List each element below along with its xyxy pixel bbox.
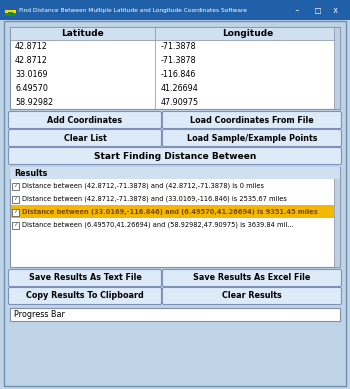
Text: 6.49570: 6.49570 [15,84,48,93]
Text: Clear List: Clear List [64,133,106,142]
Text: -71.3878: -71.3878 [160,56,196,65]
FancyBboxPatch shape [8,287,161,305]
Bar [10,167,340,179]
Text: Clear Results: Clear Results [222,291,282,300]
Text: Results: Results [14,168,47,177]
Bar [12,182,19,189]
Text: ✓: ✓ [13,223,18,228]
Text: 42.8712: 42.8712 [15,42,48,51]
FancyBboxPatch shape [8,130,161,147]
Bar [5,10,16,16]
Text: Distance between (6.49570,41.26694) and (58.92982,47.90975) is 3639.84 mil...: Distance between (6.49570,41.26694) and … [22,221,294,228]
Text: □: □ [312,5,324,14]
Bar [8,10,13,15]
Bar [12,221,19,228]
Text: Save Results As Excel File: Save Results As Excel File [193,273,311,282]
Text: Add Coordinates: Add Coordinates [47,116,122,124]
Text: Progress Bar: Progress Bar [14,310,65,319]
Text: 47.90975: 47.90975 [160,98,198,107]
Text: Load Sample/Example Points: Load Sample/Example Points [187,133,317,142]
FancyBboxPatch shape [162,130,342,147]
Text: ✓: ✓ [13,184,18,189]
Text: -71.3878: -71.3878 [160,42,196,51]
Bar [334,27,340,109]
FancyBboxPatch shape [162,112,342,128]
Bar [12,209,19,216]
Text: Load Coordinates From File: Load Coordinates From File [190,116,314,124]
FancyBboxPatch shape [8,147,342,165]
Bar [10,27,340,109]
Text: -116.846: -116.846 [160,70,196,79]
FancyBboxPatch shape [8,270,161,287]
Text: 41.26694: 41.26694 [160,84,198,93]
Bar [8,10,13,12]
Text: –: – [293,5,302,14]
Text: Distance between (42.8712,-71.3878) and (42.8712,-71.3878) is 0 miles: Distance between (42.8712,-71.3878) and … [22,182,264,189]
Text: ✓: ✓ [13,196,18,202]
Text: Longitude: Longitude [222,29,273,38]
FancyBboxPatch shape [162,287,342,305]
Bar [334,167,340,267]
Text: Save Results As Text File: Save Results As Text File [29,273,141,282]
Text: Distance between (33.0169,-116.846) and (6.49570,41.26694) is 9351.45 miles: Distance between (33.0169,-116.846) and … [22,209,318,214]
Bar [10,167,340,267]
Text: Copy Results To Clipboard: Copy Results To Clipboard [26,291,144,300]
Bar [10,27,340,40]
Text: Distance between (42.8712,-71.3878) and (33.0169,-116.846) is 2535.67 miles: Distance between (42.8712,-71.3878) and … [22,195,287,202]
Text: Latitude: Latitude [61,29,104,38]
Text: 42.8712: 42.8712 [15,56,48,65]
Bar [11,205,334,218]
Text: 33.0169: 33.0169 [15,70,48,79]
Bar [10,308,340,321]
FancyBboxPatch shape [162,270,342,287]
Bar [5,10,16,13]
Text: ✓: ✓ [13,210,18,214]
Bar [0,0,350,20]
Text: Start Finding Distance Between: Start Finding Distance Between [94,151,256,161]
FancyBboxPatch shape [8,112,161,128]
Bar [12,196,19,203]
Text: 58.92982: 58.92982 [15,98,53,107]
Text: x: x [331,5,340,14]
Text: Find Distance Between Multiple Latitude and Longitude Coordinates Software: Find Distance Between Multiple Latitude … [19,7,247,12]
